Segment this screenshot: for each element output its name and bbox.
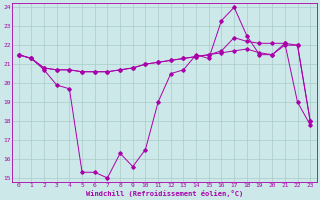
X-axis label: Windchill (Refroidissement éolien,°C): Windchill (Refroidissement éolien,°C) [86, 190, 243, 197]
